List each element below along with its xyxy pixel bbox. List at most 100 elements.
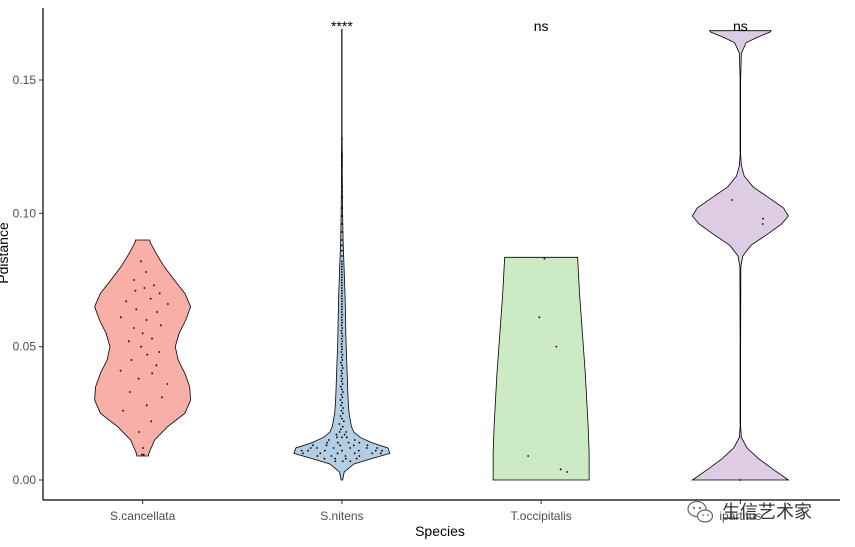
data-point [555,345,558,348]
data-point [328,439,330,441]
watermark: 生信艺术家 [687,500,812,523]
data-point [340,223,343,225]
data-point [325,444,328,447]
data-point [140,453,143,456]
data-point [340,207,343,209]
data-point [340,428,342,431]
data-point [341,348,343,351]
data-point [130,359,133,361]
data-point [538,316,541,319]
data-point [559,468,562,471]
x-axis: S.cancellata S.nitens T.occipitalis ipartit… [43,499,840,523]
data-point [341,377,344,380]
data-point [341,284,343,287]
data-point [340,196,343,199]
data-point [340,351,343,353]
violin-s-nitens [293,28,391,481]
data-point [527,455,530,457]
data-point [146,353,149,356]
data-point [341,460,344,463]
data-point [342,407,344,409]
y-tick-label: 0.15 [13,73,37,87]
data-point [341,335,344,337]
data-point [365,447,368,449]
data-point [340,244,343,247]
data-point [381,449,383,452]
data-point [762,217,764,220]
data-point [340,337,343,340]
data-point [341,340,344,343]
data-point [159,324,162,327]
data-point [340,329,343,332]
x-tick-label: S.nitens [320,509,363,523]
data-point [326,441,329,444]
data-point [340,153,343,156]
data-point [336,441,339,444]
data-point [158,292,161,295]
watermark-text: 生信艺术家 [722,502,812,523]
y-axis-title: Pdistance [0,222,11,284]
data-point [340,380,343,383]
data-point [119,369,122,372]
significance-label: ns [534,18,549,34]
data-point [349,447,352,449]
data-point [340,289,343,292]
data-point [353,452,356,455]
significance-label: ns [733,18,748,34]
data-point [340,393,343,396]
data-point [340,231,343,233]
data-point [155,364,158,367]
data-point [341,353,344,356]
y-tick-label: 0.05 [13,340,37,354]
data-point [357,449,360,452]
data-point [340,185,343,188]
data-point [340,308,343,311]
data-point [135,308,138,311]
data-point [145,271,147,273]
data-point [353,439,356,441]
data-point [340,364,343,367]
data-point [341,273,343,276]
data-point [336,436,338,439]
data-point [127,340,130,343]
data-point [339,444,342,447]
violin-t-occipitalis [492,256,590,481]
data-point [324,449,326,452]
data-point [341,300,344,303]
x-tick-label: ipartitus [719,509,761,523]
data-point [153,284,155,287]
wechat-icon [687,500,714,523]
data-point [341,263,343,265]
data-point [125,300,128,303]
x-tick-label: T.occipitalis [510,509,571,523]
data-point [739,479,742,481]
y-axis: 0.00 0.05 0.10 0.15 [13,8,44,500]
data-point [302,452,304,455]
y-tick-label: 0.10 [13,206,37,220]
data-point [330,455,333,457]
data-point [340,156,343,159]
data-point [344,455,347,457]
data-point [334,460,337,463]
data-point [358,455,361,457]
data-point [334,457,337,460]
data-point [340,369,343,372]
data-point [340,319,343,321]
data-point [340,375,343,377]
data-point [543,257,546,260]
significance-label: **** [331,18,353,34]
data-point [340,316,343,319]
data-point [340,271,343,273]
data-point [145,404,148,407]
data-point [145,319,148,321]
data-point [341,396,344,399]
data-point [761,223,764,225]
data-point [316,455,319,457]
data-point [340,239,343,241]
data-point [340,265,343,268]
data-point [323,457,326,460]
data-point [340,436,343,439]
data-point [345,436,348,439]
y-tick-label: 0.00 [13,473,37,487]
data-point [340,404,342,407]
